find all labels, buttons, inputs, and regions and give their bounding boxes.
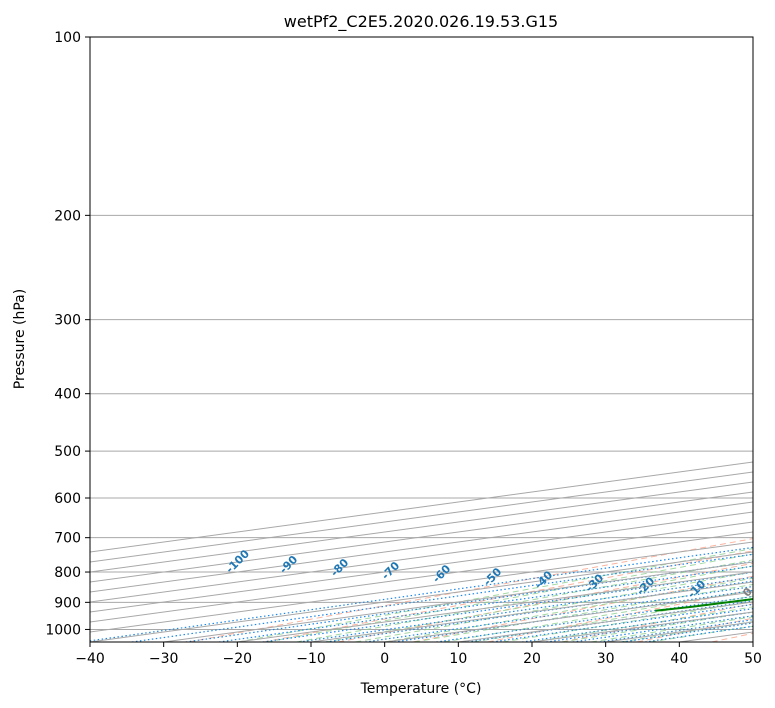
y-tick-label: 100 xyxy=(54,30,81,46)
y-tick-label: 800 xyxy=(54,565,81,581)
moist-adiabat-line xyxy=(414,583,753,642)
moist-adiabat-line xyxy=(355,571,753,642)
plot-frame xyxy=(89,36,754,643)
mixing-ratio-line xyxy=(492,603,753,642)
moist-adiabat-line xyxy=(237,548,753,642)
y-tick-label: 200 xyxy=(54,208,81,224)
mixing-ratio-line xyxy=(436,595,753,642)
y-tick-label: 300 xyxy=(54,313,81,329)
y-tick-label: 1000 xyxy=(45,622,81,638)
dry-adiabat-line xyxy=(412,575,753,642)
moist-adiabat-line xyxy=(325,565,753,642)
isotherm-line xyxy=(90,511,753,603)
dry-adiabat-line xyxy=(188,538,753,642)
y-tick-label: 600 xyxy=(54,491,81,507)
x-tick-label: −10 xyxy=(296,651,326,667)
x-tick-label: 50 xyxy=(744,651,762,667)
x-tick-label: 20 xyxy=(523,651,541,667)
moist-adiabat-line xyxy=(384,577,753,642)
x-tick-label: 30 xyxy=(597,651,615,667)
dry-adiabat-line xyxy=(338,562,753,642)
x-axis-label: Temperature (°C) xyxy=(360,681,482,697)
isotherm-line xyxy=(90,501,753,593)
x-tick-label: −20 xyxy=(223,651,253,667)
x-tick-label: 0 xyxy=(380,651,389,667)
x-axis-ticks: −40 −30 −20 −10 0 10 20 30 40 50 xyxy=(75,642,762,667)
y-axis-label: Pressure (hPa) xyxy=(12,289,28,389)
mixing-ratio-line xyxy=(522,608,753,642)
y-tick-label: 700 xyxy=(54,531,81,547)
mixing-ratio-line xyxy=(90,546,753,642)
isotherm-line xyxy=(90,481,753,573)
isotherm-line xyxy=(90,491,753,583)
x-tick-label: 40 xyxy=(670,651,688,667)
mixing-ratio-line xyxy=(131,553,753,642)
y-tick-label: 500 xyxy=(54,444,81,460)
isotherm-line xyxy=(90,531,753,623)
chart-title: wetPf2_C2E5.2020.026.19.53.G15 xyxy=(284,12,558,32)
x-tick-label: 10 xyxy=(449,651,467,667)
y-axis-ticks: 100 200 300 400 500 600 700 800 900 1000 xyxy=(45,30,90,638)
y-tick-label: 400 xyxy=(54,387,81,403)
x-tick-label: −30 xyxy=(149,651,179,667)
isotherm-line xyxy=(90,521,753,613)
x-tick-label: −40 xyxy=(75,651,105,667)
isotherm-line xyxy=(90,461,753,553)
y-tick-label: 900 xyxy=(54,595,81,611)
moist-adiabat-line xyxy=(443,589,753,642)
background-lines xyxy=(90,37,753,642)
isotherm-line xyxy=(90,471,753,563)
